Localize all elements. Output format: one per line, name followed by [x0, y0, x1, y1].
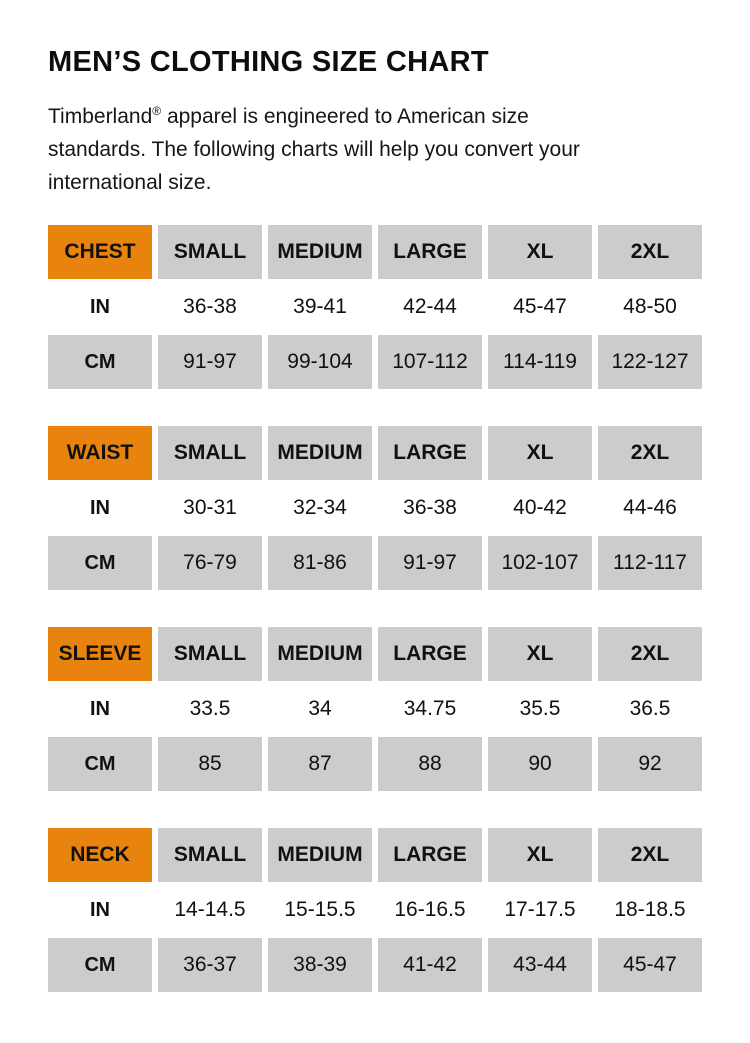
size-header-medium: MEDIUM [268, 225, 372, 279]
unit-label-cm: CM [48, 938, 152, 992]
unit-label-cm: CM [48, 335, 152, 389]
cm-value-large: 41-42 [378, 938, 482, 992]
in-value-medium: 15-15.5 [268, 882, 372, 938]
intro-text: Timberland® apparel is engineered to Ame… [48, 100, 710, 199]
cm-value-xl: 102-107 [488, 536, 592, 590]
in-value-large: 42-44 [378, 279, 482, 335]
size-table-sleeve: SLEEVE SMALL MEDIUM LARGE XL 2XL IN 33.5… [42, 627, 708, 791]
size-header-medium: MEDIUM [268, 627, 372, 681]
size-table-header-row: NECK SMALL MEDIUM LARGE XL 2XL [48, 828, 702, 882]
cm-value-medium: 99-104 [268, 335, 372, 389]
size-header-xl: XL [488, 627, 592, 681]
measurement-label: SLEEVE [48, 627, 152, 681]
size-table-chest: CHEST SMALL MEDIUM LARGE XL 2XL IN 36-38… [42, 225, 708, 389]
in-value-2xl: 18-18.5 [598, 882, 702, 938]
cm-value-2xl: 112-117 [598, 536, 702, 590]
measurement-label: WAIST [48, 426, 152, 480]
size-table-header-row: CHEST SMALL MEDIUM LARGE XL 2XL [48, 225, 702, 279]
in-value-large: 34.75 [378, 681, 482, 737]
in-value-small: 14-14.5 [158, 882, 262, 938]
intro-line-2: standards. The following charts will hel… [48, 138, 580, 161]
in-value-medium: 34 [268, 681, 372, 737]
measurement-label: NECK [48, 828, 152, 882]
cm-value-2xl: 45-47 [598, 938, 702, 992]
in-value-xl: 35.5 [488, 681, 592, 737]
in-value-small: 36-38 [158, 279, 262, 335]
measurement-label: CHEST [48, 225, 152, 279]
cm-value-medium: 81-86 [268, 536, 372, 590]
in-value-large: 16-16.5 [378, 882, 482, 938]
inches-row: IN 30-31 32-34 36-38 40-42 44-46 [48, 480, 702, 536]
cm-value-xl: 43-44 [488, 938, 592, 992]
inches-row: IN 33.5 34 34.75 35.5 36.5 [48, 681, 702, 737]
unit-label-cm: CM [48, 536, 152, 590]
size-header-large: LARGE [378, 426, 482, 480]
size-header-medium: MEDIUM [268, 426, 372, 480]
in-value-xl: 40-42 [488, 480, 592, 536]
size-header-small: SMALL [158, 225, 262, 279]
in-value-xl: 45-47 [488, 279, 592, 335]
centimeters-row: CM 85 87 88 90 92 [48, 737, 702, 791]
registered-trademark-symbol: ® [152, 104, 162, 118]
size-header-2xl: 2XL [598, 828, 702, 882]
cm-value-2xl: 92 [598, 737, 702, 791]
intro-line-3: international size. [48, 171, 212, 194]
unit-label-in: IN [48, 882, 152, 938]
unit-label-in: IN [48, 480, 152, 536]
in-value-2xl: 36.5 [598, 681, 702, 737]
in-value-small: 33.5 [158, 681, 262, 737]
inches-row: IN 14-14.5 15-15.5 16-16.5 17-17.5 18-18… [48, 882, 702, 938]
size-tables-container: CHEST SMALL MEDIUM LARGE XL 2XL IN 36-38… [42, 225, 710, 992]
in-value-small: 30-31 [158, 480, 262, 536]
in-value-2xl: 48-50 [598, 279, 702, 335]
centimeters-row: CM 91-97 99-104 107-112 114-119 122-127 [48, 335, 702, 389]
cm-value-small: 85 [158, 737, 262, 791]
size-header-2xl: 2XL [598, 225, 702, 279]
in-value-medium: 32-34 [268, 480, 372, 536]
in-value-medium: 39-41 [268, 279, 372, 335]
cm-value-small: 76-79 [158, 536, 262, 590]
size-chart-page: MEN’S CLOTHING SIZE CHART Timberland® ap… [42, 46, 710, 992]
size-header-2xl: 2XL [598, 426, 702, 480]
centimeters-row: CM 36-37 38-39 41-42 43-44 45-47 [48, 938, 702, 992]
size-header-small: SMALL [158, 627, 262, 681]
centimeters-row: CM 76-79 81-86 91-97 102-107 112-117 [48, 536, 702, 590]
size-header-large: LARGE [378, 828, 482, 882]
unit-label-cm: CM [48, 737, 152, 791]
page-title: MEN’S CLOTHING SIZE CHART [48, 46, 489, 78]
cm-value-large: 107-112 [378, 335, 482, 389]
cm-value-medium: 87 [268, 737, 372, 791]
cm-value-xl: 90 [488, 737, 592, 791]
cm-value-small: 36-37 [158, 938, 262, 992]
size-header-2xl: 2XL [598, 627, 702, 681]
size-header-xl: XL [488, 828, 592, 882]
cm-value-small: 91-97 [158, 335, 262, 389]
size-table-neck: NECK SMALL MEDIUM LARGE XL 2XL IN 14-14.… [42, 828, 708, 992]
size-header-medium: MEDIUM [268, 828, 372, 882]
cm-value-medium: 38-39 [268, 938, 372, 992]
in-value-large: 36-38 [378, 480, 482, 536]
cm-value-large: 88 [378, 737, 482, 791]
size-table-header-row: WAIST SMALL MEDIUM LARGE XL 2XL [48, 426, 702, 480]
size-header-xl: XL [488, 426, 592, 480]
size-header-small: SMALL [158, 828, 262, 882]
cm-value-2xl: 122-127 [598, 335, 702, 389]
unit-label-in: IN [48, 279, 152, 335]
size-table-waist: WAIST SMALL MEDIUM LARGE XL 2XL IN 30-31… [42, 426, 708, 590]
size-header-large: LARGE [378, 627, 482, 681]
unit-label-in: IN [48, 681, 152, 737]
size-table-header-row: SLEEVE SMALL MEDIUM LARGE XL 2XL [48, 627, 702, 681]
intro-line-1: Timberland® apparel is engineered to Ame… [48, 104, 529, 128]
in-value-2xl: 44-46 [598, 480, 702, 536]
inches-row: IN 36-38 39-41 42-44 45-47 48-50 [48, 279, 702, 335]
cm-value-large: 91-97 [378, 536, 482, 590]
size-header-large: LARGE [378, 225, 482, 279]
size-header-xl: XL [488, 225, 592, 279]
in-value-xl: 17-17.5 [488, 882, 592, 938]
cm-value-xl: 114-119 [488, 335, 592, 389]
size-header-small: SMALL [158, 426, 262, 480]
